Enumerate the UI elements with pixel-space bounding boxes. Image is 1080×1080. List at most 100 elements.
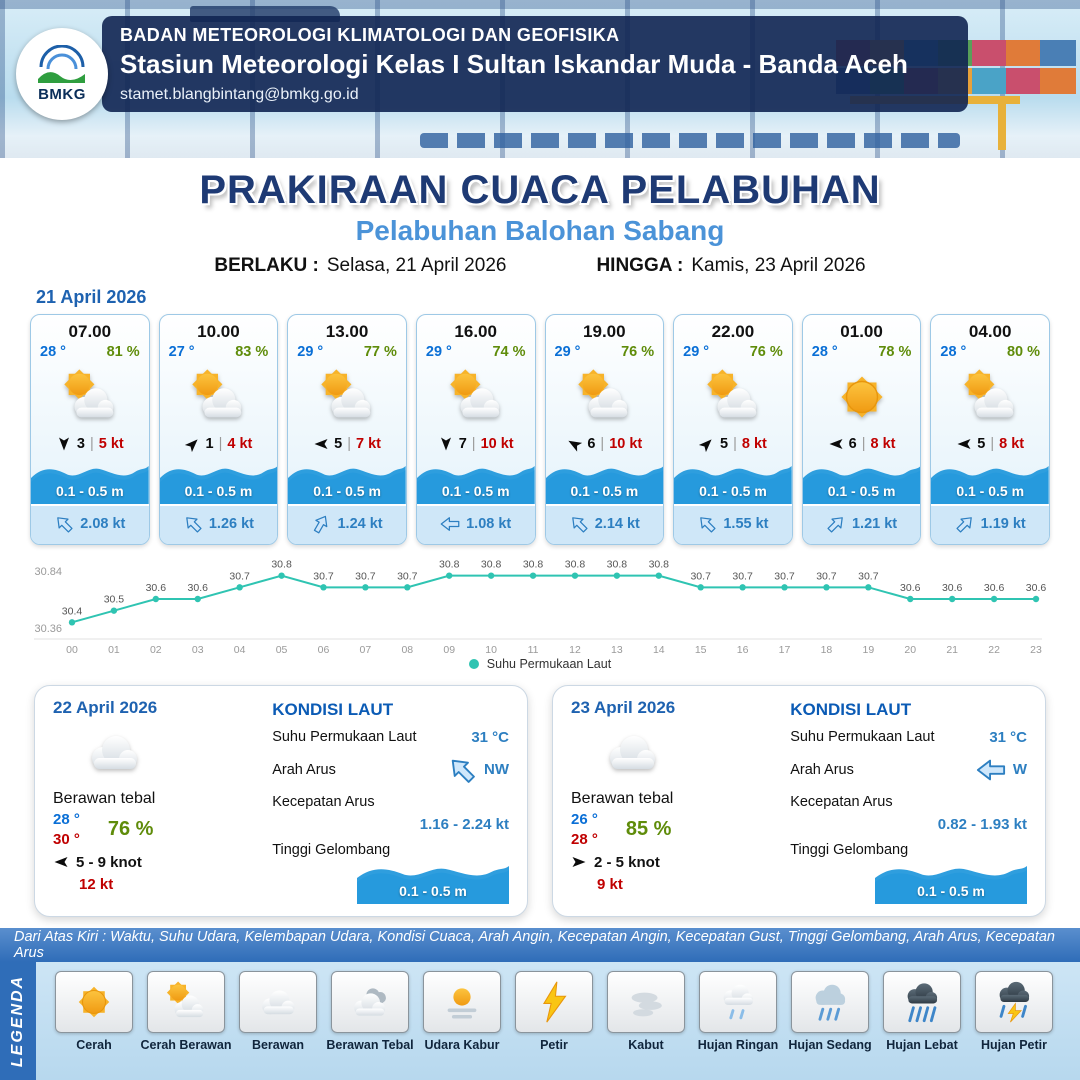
svg-text:30.8: 30.8 [607,558,628,570]
wave-icon [357,865,509,904]
air-temperature: 29 ° [683,343,710,360]
legend-title: LEGENDA [9,974,27,1068]
wave-icon [875,865,1027,904]
temp-humidity-row: 29 ° 76 % [546,342,664,360]
svg-text:30.7: 30.7 [732,570,753,582]
current-row: 2.14 kt [545,503,664,544]
agency-name: BADAN METEOROLOGI KLIMATOLOGI DAN GEOFIS… [120,25,620,45]
legend-label: Cerah Berawan [140,1038,232,1052]
svg-text:05: 05 [276,644,288,656]
wave-height-band: 0.1 - 0.5 m [931,458,1049,504]
svg-text:30.7: 30.7 [229,570,250,582]
weather-icon [31,360,149,434]
legend-note-bar: Dari Atas Kiri : Waktu, Suhu Udara, Kele… [0,928,1080,962]
forecast-time: 13.00 [325,321,369,341]
current-direction: W [1012,761,1027,779]
legend-weather-icon [715,979,761,1025]
current-direction-icon [179,509,207,537]
svg-text:30.7: 30.7 [313,570,334,582]
current-row: 2.08 kt [31,503,149,544]
wind-speed: 5 [334,435,343,452]
legend-label: Berawan Tebal [326,1038,414,1052]
current-speed: 0.82 - 1.93 kt [937,815,1027,833]
separator: | [218,435,223,452]
gust-speed: 8 kt [999,435,1025,452]
valid-to-label: HINGGA : [596,254,684,276]
current-speed-label: Kecepatan Arus [272,793,375,810]
wind-direction-icon [313,436,329,452]
forecast-time: 19.00 [583,321,626,341]
legend-label: Berawan [251,1038,305,1052]
wind-direction-icon [56,436,72,452]
weather-icon [417,360,535,434]
legend-item: Hujan Lebat [876,971,968,1052]
seats-illustration [420,133,960,148]
legend-weather-icon [439,979,485,1025]
hourly-forecast-card: 22.00 29 ° 76 % 5 | 8 kt 0.1 - 0.5 m [673,313,793,545]
hourly-forecast-card: 13.00 29 ° 77 % 5 | 7 kt 0.1 - 0.5 m [287,313,407,545]
legend-area: LEGENDA Cerah Cerah Berawan Berawa [0,962,1080,1080]
weather-icon [803,360,921,434]
temps-row: 26 ° 28 ° 85 % [571,811,776,848]
air-temperature: 28 ° [40,343,66,360]
forecast-time: 07.00 [68,321,112,341]
legend-weather-icon [255,979,301,1025]
daily-forecast-card: 22 April 2026 Berawan tebal 28 ° 30 ° 76… [34,684,528,917]
humidity: 81 % [106,343,140,360]
wind-row: 7 | 10 kt [417,434,535,458]
air-temperature: 27 ° [168,343,195,360]
legend-item: Udara Kabur [416,971,508,1052]
air-temperature: 28 ° [940,343,967,360]
svg-text:02: 02 [150,644,162,656]
svg-text:00: 00 [66,644,78,656]
current-direction-icon [822,509,850,537]
chart-legend-dot [468,658,479,669]
current-speed-label: Kecepatan Arus [790,793,893,810]
wave-height: 0.1 - 0.5 m [827,482,896,499]
gust-speed: 8 kt [741,435,767,452]
svg-text:18: 18 [821,644,833,656]
valid-from-label: BERLAKU : [214,254,319,276]
svg-text:30.4: 30.4 [62,605,83,617]
gust-speed: 7 kt [355,435,381,452]
wave-height-band: 0.1 - 0.5 m [288,458,406,504]
wind-speed: 3 [76,435,85,452]
legend-tile [975,971,1053,1033]
svg-text:15: 15 [695,644,707,656]
sst-label: Suhu Permukaan Laut [790,729,935,746]
temp-humidity-row: 29 ° 74 % [417,342,535,360]
svg-text:06: 06 [318,644,330,656]
svg-text:30.7: 30.7 [858,570,879,582]
forecast-time: 22.00 [711,321,755,341]
svg-text:20: 20 [904,644,916,656]
wave-icon [416,465,535,504]
wind-direction-icon [696,432,719,455]
gust-speed: 4 kt [227,435,253,452]
current-speed: 1.21 kt [851,515,898,532]
humidity: 77 % [363,343,397,360]
legend-item: Berawan [232,971,324,1052]
svg-text:22: 22 [988,644,1000,656]
wave-height: 0.1 - 0.5 m [399,882,467,899]
svg-text:11: 11 [528,644,539,656]
daily-forecast-row: 22 April 2026 Berawan tebal 28 ° 30 ° 76… [34,684,1046,917]
humidity: 83 % [235,343,269,360]
current-row: 1.08 kt [416,503,535,544]
sst-chart-section: 30.84 30.36 30.4 00 30.5 01 30.6 02 30.6 03 30.7 04… [28,553,1052,671]
svg-text:30.8: 30.8 [271,558,292,570]
legend-label: Hujan Ringan [697,1038,779,1052]
legend-item: Hujan Sedang [784,971,876,1052]
legend-weather-icon [623,979,669,1025]
title-block: PRAKIRAAN CUACA PELABUHAN Pelabuhan Balo… [0,168,1080,277]
wave-height: 0.1 - 0.5 m [956,482,1025,499]
page-subtitle: Pelabuhan Balohan Sabang [355,214,725,246]
current-row: 1.26 kt [159,503,278,544]
svg-text:30.8: 30.8 [649,558,670,570]
hourly-forecast-card: 04.00 28 ° 80 % 5 | 8 kt 0.1 - 0.5 m [930,313,1050,545]
svg-text:30.6: 30.6 [984,582,1005,594]
valid-from: BERLAKU : Selasa, 21 April 2026 [214,255,506,277]
bmkg-logo-icon [38,45,85,83]
weather-icon [288,360,406,434]
temp-min: 26 ° [571,810,598,828]
page-title: PRAKIRAAN CUACA PELABUHAN [199,168,881,212]
